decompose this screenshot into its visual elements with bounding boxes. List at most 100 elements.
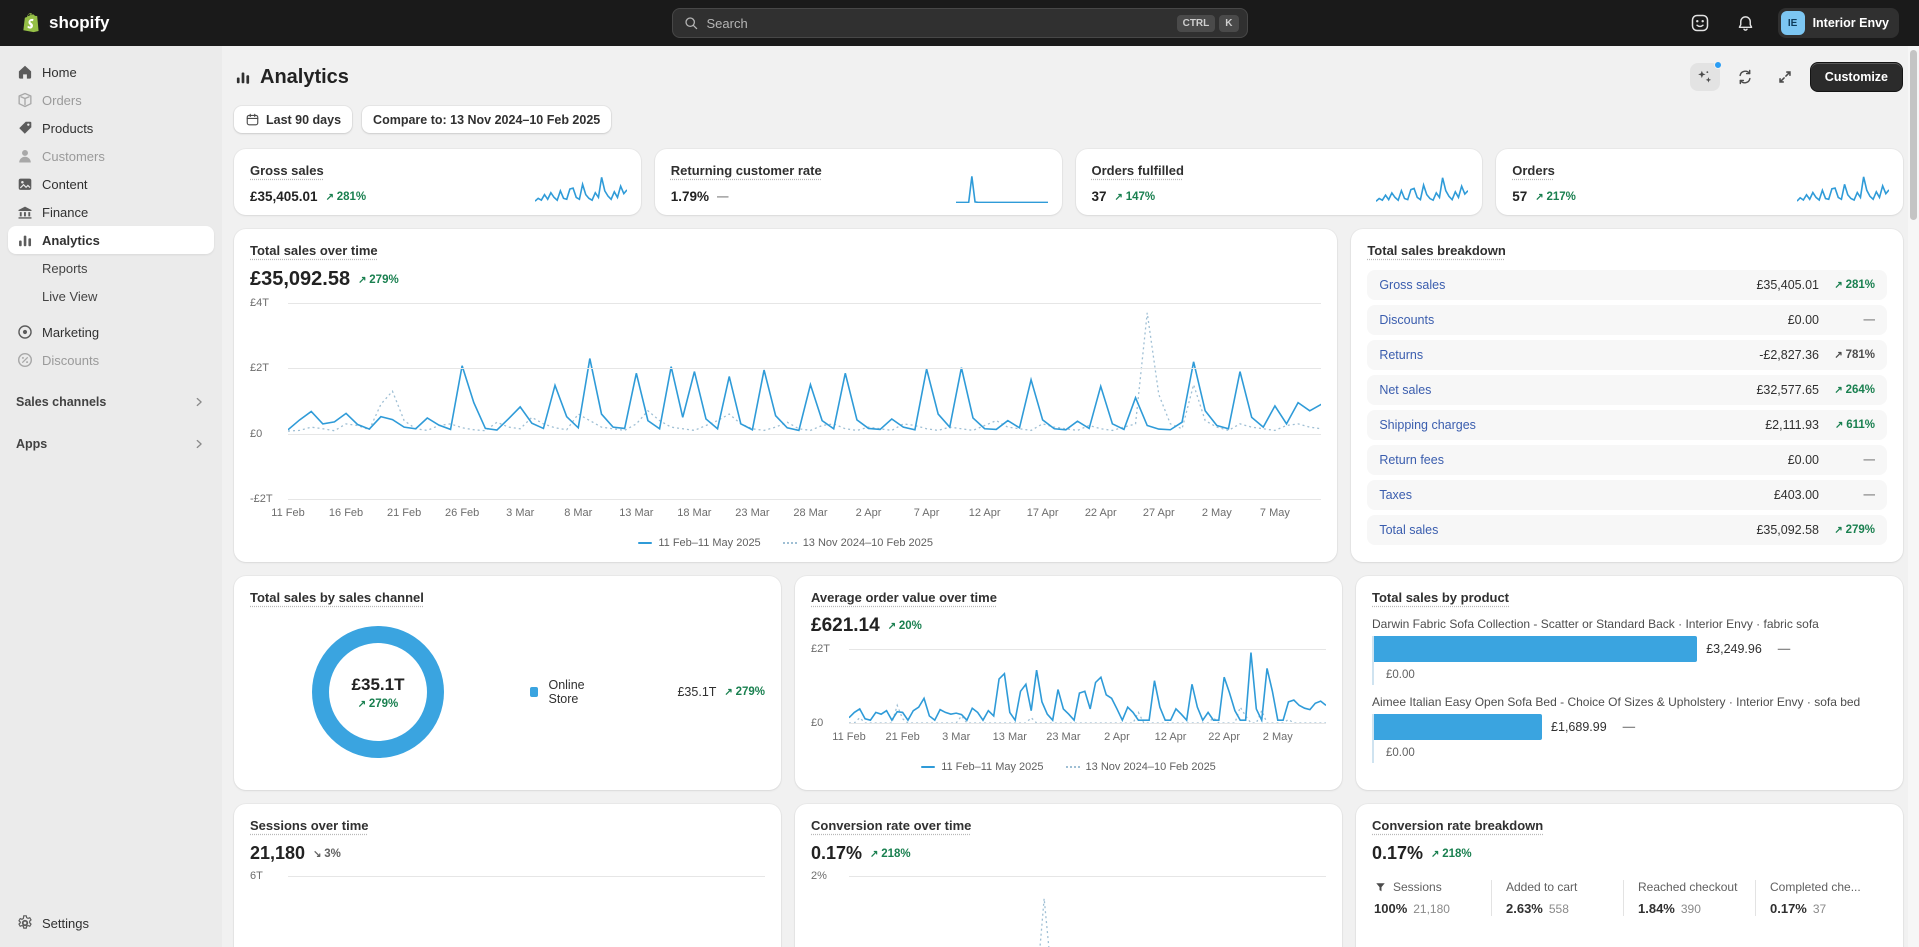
y-axis-label: £2T — [811, 643, 830, 655]
breakdown-row-change: 281% — [1829, 279, 1875, 291]
x-axis-label: 11 Feb — [832, 731, 866, 743]
product-value: £1,689.99 — [1551, 720, 1607, 734]
gear-icon — [16, 914, 34, 932]
calendar-icon — [245, 112, 260, 127]
metric-card-title[interactable]: Orders fulfilled — [1091, 163, 1184, 178]
sidebar-item-label: Settings — [42, 915, 89, 931]
conversion-title[interactable]: Conversion rate over time — [811, 818, 972, 833]
metric-card-gross-sales: Gross sales £35,405.01 281% — [234, 149, 641, 215]
metric-card-title[interactable]: Gross sales — [250, 163, 324, 178]
metric-card-title[interactable]: Returning customer rate — [670, 163, 822, 178]
breakdown-row-link[interactable]: Returns — [1379, 348, 1424, 362]
sidebar-item-customers[interactable]: Customers — [8, 142, 214, 170]
funnel-step-reached-checkout: Reached checkout 1.84% 390 — [1623, 880, 1755, 916]
breakdown-row-change: — — [1863, 454, 1876, 466]
product-value: £3,249.96 — [1706, 642, 1762, 656]
breakdown-row-value: £35,092.58 — [1756, 523, 1819, 537]
metric-card-title[interactable]: Orders — [1512, 163, 1555, 178]
notifications-bell-icon[interactable] — [1732, 9, 1760, 37]
content-icon — [16, 175, 34, 193]
total-sales-change: 279% — [358, 274, 398, 286]
channel-title[interactable]: Total sales by sales channel — [250, 590, 424, 605]
sidebar-item-label: Products — [42, 120, 94, 136]
sessions-value: 21,180 — [250, 843, 306, 863]
sales-by-product-card: Total sales by product Darwin Fabric Sof… — [1356, 576, 1903, 790]
global-search[interactable]: CTRL K — [671, 8, 1248, 38]
aov-change: 20% — [888, 620, 922, 632]
breakdown-row-value: £2,111.93 — [1765, 418, 1819, 432]
metric-sparkline-chart — [535, 175, 627, 203]
breakdown-row-link[interactable]: Net sales — [1379, 383, 1432, 397]
previous-period-swatch — [782, 542, 797, 544]
scrollbar-thumb[interactable] — [1910, 50, 1917, 220]
sidebar-item-content[interactable]: Content — [8, 170, 214, 198]
refresh-icon[interactable] — [1730, 63, 1760, 91]
compare-filter[interactable]: Compare to: 13 Nov 2024–10 Feb 2025 — [362, 106, 612, 133]
magic-insights-icon[interactable] — [1689, 61, 1722, 91]
sidebar-item-live-view[interactable]: Live View — [8, 282, 214, 310]
x-axis-label: 21 Feb — [386, 507, 422, 519]
current-period-swatch — [638, 542, 653, 544]
breakdown-row-value: £403.00 — [1773, 488, 1819, 502]
page-scrollbar[interactable] — [1908, 46, 1919, 947]
aov-title[interactable]: Average order value over time — [811, 590, 997, 605]
breakdown-row-returns: Returns -£2,827.36 781% — [1367, 340, 1887, 370]
x-axis-label: 8 Mar — [564, 507, 593, 519]
breakdown-row-gross-sales: Gross sales £35,405.01 281% — [1367, 270, 1887, 300]
customize-button[interactable]: Customize — [1809, 62, 1903, 92]
x-axis-label: 23 Mar — [735, 507, 770, 519]
funnel-title[interactable]: Conversion rate breakdown — [1372, 818, 1544, 833]
breakdown-row-link[interactable]: Discounts — [1379, 313, 1435, 327]
marketing-icon — [16, 323, 34, 341]
breakdown-row-link[interactable]: Total sales — [1379, 523, 1439, 537]
date-range-filter[interactable]: Last 90 days — [234, 106, 353, 133]
sidebar-section-sales-channels[interactable]: Sales channels — [8, 388, 214, 416]
sidebar-item-analytics[interactable]: Analytics — [8, 226, 214, 254]
sidebar-item-label: Orders — [42, 92, 82, 108]
chart-legend: 11 Feb–11 May 2025 13 Nov 2024–10 Feb 20… — [250, 537, 1321, 549]
sidekick-assistant-icon[interactable] — [1686, 9, 1714, 37]
brand-name: shopify — [49, 13, 110, 32]
breakdown-row-link[interactable]: Return fees — [1379, 453, 1444, 467]
breakdown-row-link[interactable]: Taxes — [1379, 488, 1412, 502]
shopify-logo[interactable]: shopify — [20, 11, 109, 35]
sidebar-item-finance[interactable]: Finance — [8, 198, 214, 226]
home-icon — [16, 63, 34, 81]
breakdown-row-link[interactable]: Gross sales — [1379, 278, 1446, 292]
metric-sparkline-chart — [1797, 175, 1889, 203]
store-account-menu[interactable]: IE Interior Envy — [1777, 8, 1899, 38]
previous-period-swatch — [1065, 766, 1080, 768]
total-sales-title[interactable]: Total sales over time — [250, 243, 378, 258]
breakdown-title[interactable]: Total sales breakdown — [1367, 243, 1506, 258]
sidebar-section-label: Sales channels — [16, 395, 107, 409]
conversion-value: 0.17% — [811, 843, 863, 863]
breakdown-row-link[interactable]: Shipping charges — [1379, 418, 1476, 432]
sidebar-item-home[interactable]: Home — [8, 58, 214, 86]
sidebar-item-reports[interactable]: Reports — [8, 254, 214, 282]
product-change: — — [1622, 720, 1636, 734]
funnel-step-label: Reached checkout — [1638, 880, 1738, 894]
current-period-swatch — [921, 766, 936, 768]
sidebar-item-settings[interactable]: Settings — [8, 909, 214, 937]
discounts-icon — [16, 351, 34, 369]
metric-card-change: — — [717, 190, 729, 203]
sidebar-item-products[interactable]: Products — [8, 114, 214, 142]
breakdown-row-value: £32,577.65 — [1756, 383, 1819, 397]
topbar: shopify CTRL K IE Interior Envy — [0, 0, 1919, 46]
sidebar-section-apps[interactable]: Apps — [8, 430, 214, 458]
sidebar-item-orders[interactable]: Orders — [8, 86, 214, 114]
products-title[interactable]: Total sales by product — [1372, 590, 1510, 605]
breakdown-row-value: £0.00 — [1787, 453, 1819, 467]
sidebar-item-discounts[interactable]: Discounts — [8, 346, 214, 374]
metric-card-value: 1.79% — [670, 189, 710, 204]
metric-card-value: £35,405.01 — [250, 189, 318, 204]
fullscreen-expand-icon[interactable] — [1770, 63, 1800, 91]
sessions-line-chart — [288, 876, 765, 947]
search-input[interactable] — [698, 15, 1173, 31]
sessions-title[interactable]: Sessions over time — [250, 818, 369, 833]
x-axis-label: 21 Feb — [885, 731, 920, 743]
metric-card-change: 281% — [326, 191, 366, 203]
total-sales-chart-card: Total sales over time £35,092.58 279% £4… — [234, 229, 1338, 562]
sidebar-item-marketing[interactable]: Marketing — [8, 318, 214, 346]
online-store-swatch — [530, 687, 539, 697]
